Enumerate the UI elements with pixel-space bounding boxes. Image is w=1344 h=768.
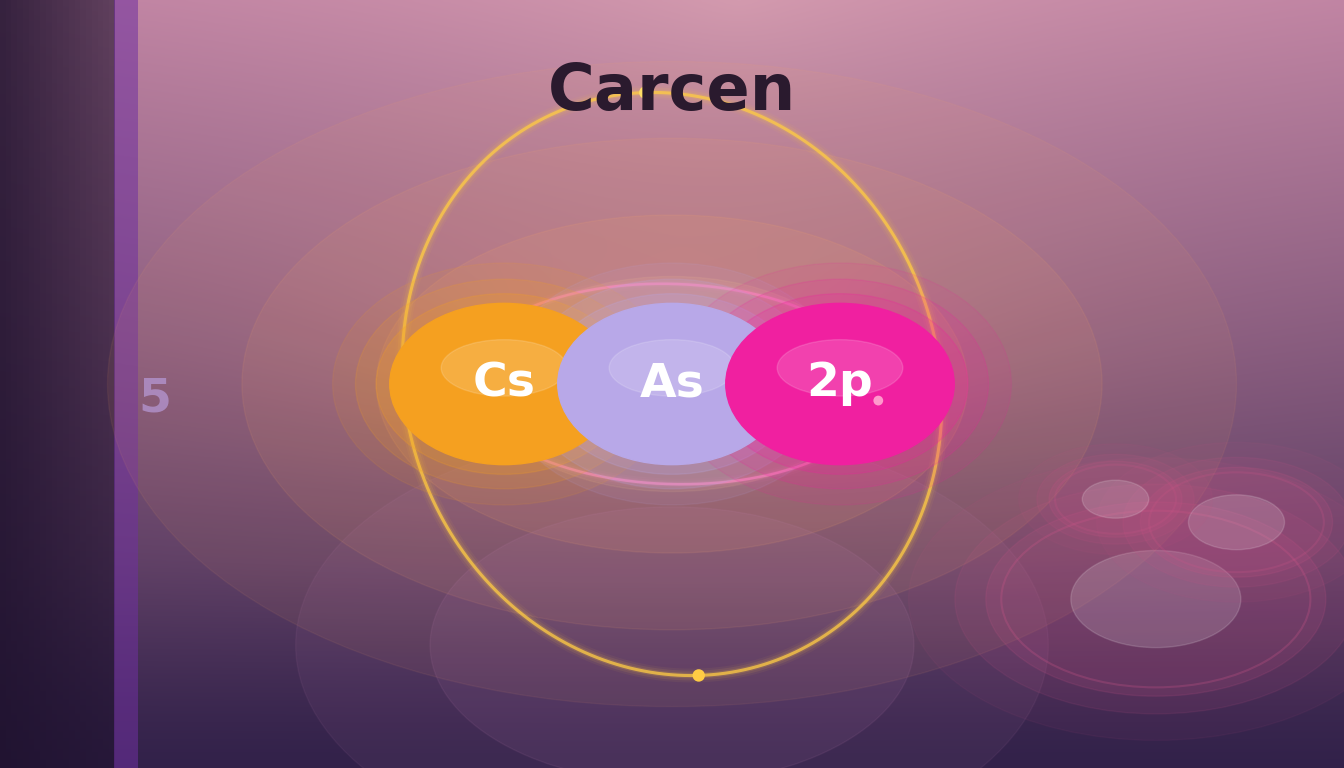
Circle shape: [484, 276, 860, 492]
Point: [634, 87, 656, 99]
Text: Carcen: Carcen: [548, 61, 796, 123]
Ellipse shape: [390, 303, 618, 465]
Circle shape: [909, 458, 1344, 740]
Ellipse shape: [544, 293, 800, 475]
Circle shape: [1140, 467, 1332, 578]
Circle shape: [954, 485, 1344, 714]
Circle shape: [430, 507, 914, 768]
Point: [867, 395, 888, 407]
Point: [688, 669, 710, 681]
Text: Cs: Cs: [473, 362, 535, 406]
Circle shape: [985, 502, 1325, 696]
Ellipse shape: [355, 280, 653, 489]
Text: As: As: [640, 362, 704, 406]
Ellipse shape: [376, 293, 632, 475]
Circle shape: [376, 215, 968, 553]
Ellipse shape: [332, 263, 676, 505]
Ellipse shape: [500, 263, 844, 505]
Ellipse shape: [777, 339, 903, 396]
Circle shape: [296, 430, 1048, 768]
Circle shape: [108, 61, 1236, 707]
Circle shape: [1019, 444, 1212, 554]
Ellipse shape: [609, 339, 735, 396]
Ellipse shape: [691, 280, 989, 489]
Circle shape: [1188, 495, 1285, 550]
Ellipse shape: [523, 280, 820, 489]
Circle shape: [1038, 455, 1193, 545]
Ellipse shape: [668, 263, 1012, 505]
Text: 5: 5: [138, 377, 171, 422]
Circle shape: [1082, 480, 1149, 518]
Text: 2p: 2p: [806, 362, 874, 406]
Ellipse shape: [441, 339, 567, 396]
Circle shape: [1048, 461, 1183, 538]
Circle shape: [1124, 458, 1344, 588]
Ellipse shape: [726, 303, 954, 465]
Circle shape: [242, 138, 1102, 630]
Bar: [114, 0, 138, 768]
Circle shape: [1071, 551, 1241, 647]
Ellipse shape: [558, 303, 786, 465]
Circle shape: [1097, 442, 1344, 602]
Ellipse shape: [712, 293, 968, 475]
